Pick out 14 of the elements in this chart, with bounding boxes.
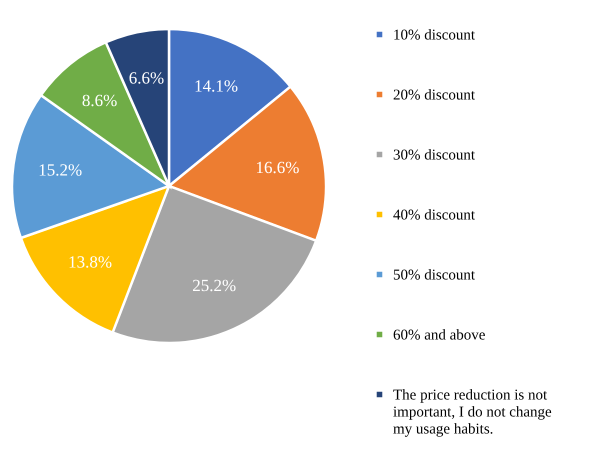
- legend-label: 10% discount: [393, 28, 476, 44]
- legend-label: The price reduction is not important, I do not change my usage habits.: [393, 388, 552, 438]
- data-label: 15.2%: [38, 160, 82, 180]
- data-label: 25.2%: [192, 276, 236, 296]
- legend-label: 40% discount: [393, 208, 476, 224]
- legend-label: 20% discount: [393, 88, 476, 104]
- data-label: 8.6%: [82, 90, 118, 110]
- data-label: 16.6%: [255, 158, 300, 177]
- data-label: 13.8%: [68, 252, 112, 272]
- legend-label: 30% discount: [393, 148, 476, 164]
- data-label: 14.1%: [194, 76, 238, 96]
- data-label: 6.6%: [128, 68, 164, 88]
- legend-label: 50% discount: [393, 268, 476, 284]
- legend-label: 60% and above: [393, 328, 486, 344]
